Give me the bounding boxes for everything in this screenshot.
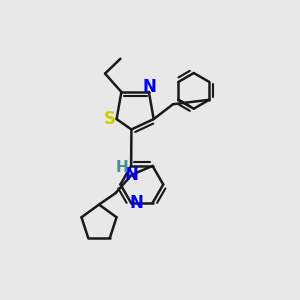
Text: N: N bbox=[142, 78, 156, 96]
Text: H: H bbox=[116, 160, 129, 175]
Text: S: S bbox=[104, 110, 116, 128]
Text: N: N bbox=[124, 166, 138, 184]
Text: N: N bbox=[130, 194, 143, 212]
